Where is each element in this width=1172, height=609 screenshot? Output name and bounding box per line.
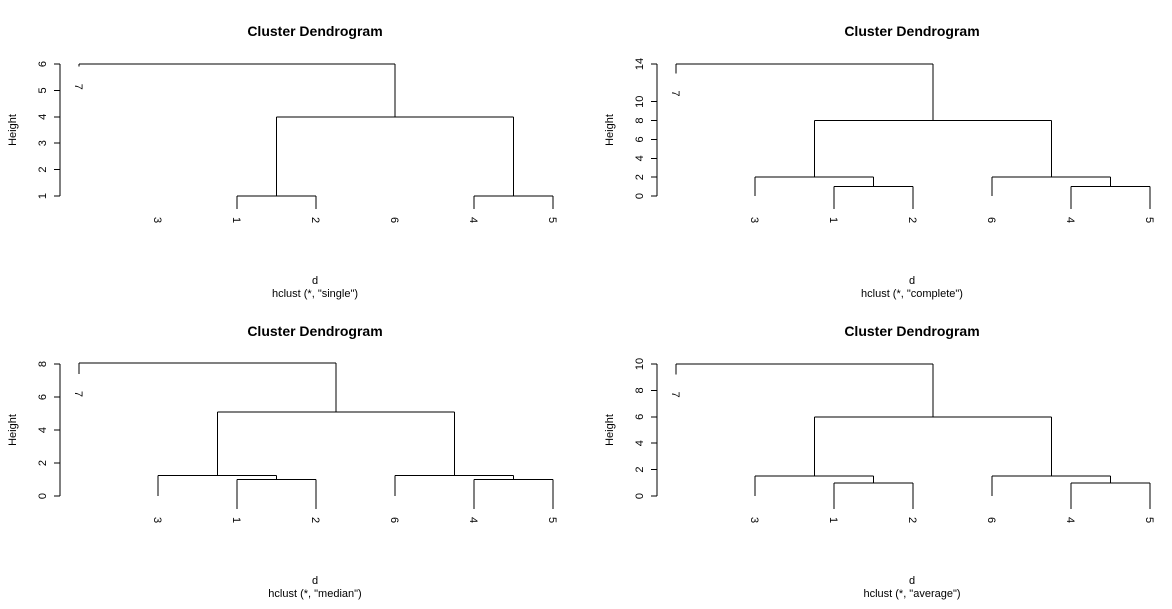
y-tick-label: 6 [634,136,646,142]
leaf-label: 2 [309,517,321,523]
y-tick-label: 10 [634,96,646,108]
leaf-label: 1 [827,517,839,523]
leaf-label: 4 [1064,217,1076,223]
y-axis-label: Height [7,414,19,446]
leaf-label: 6 [985,217,997,223]
y-tick-label: 6 [37,61,49,67]
chart-title: Cluster Dendrogram [844,323,979,339]
dendrogram-panel-median: Cluster Dendrogram 0 2 4 6 8 Height 7 3 1 2 6 4 5 d hcl… [0,300,586,604]
leaf-label: 6 [388,517,400,523]
leaf-label: 6 [388,217,400,223]
y-tick-label: 2 [634,467,646,473]
leaf-label: 7 [669,391,681,397]
y-axis-label: Height [7,114,19,146]
leaf-label: 2 [906,517,918,523]
dendrogram-panel-average: Cluster Dendrogram 0 2 4 6 8 10 Height 7 3 1 2 6 4 5 d h… [597,300,1172,604]
y-tick-label: 2 [634,174,646,180]
leaf-label: 3 [748,517,760,523]
leaf-label: 4 [467,517,479,523]
leaf-label: 2 [906,217,918,223]
method-subtitle: hclust (*, "average") [863,588,960,600]
leaf-label: 1 [230,517,242,523]
y-tick-label: 4 [37,427,49,433]
leaf-label: 4 [467,217,479,223]
leaf-label: 3 [151,517,163,523]
y-axis-label: Height [604,114,616,146]
y-tick-label: 8 [634,387,646,393]
y-tick-label: 6 [634,414,646,420]
y-axis-label: Height [604,414,616,446]
y-tick-label: 1 [37,193,49,199]
y-tick-label: 0 [634,493,646,499]
method-subtitle: hclust (*, "median") [268,588,361,600]
leaf-label: 6 [985,517,997,523]
chart-title: Cluster Dendrogram [247,323,382,339]
leaf-label: 3 [151,217,163,223]
dendrogram-single-svg: Cluster Dendrogram 1 2 3 4 5 6 Height 7 3 1 2 6 4 5 dhc… [7,23,558,300]
y-tick-label: 4 [634,155,646,161]
leaf-label: 1 [230,217,242,223]
y-tick-label: 4 [634,440,646,446]
y-tick-label: 0 [634,193,646,199]
dendrogram-panel-single: Cluster Dendrogram 1 2 3 4 5 6 Height 7 3 1 2 6 4 5 d hc… [0,0,586,304]
y-tick-label: 8 [634,118,646,124]
y-tick-label: 8 [37,361,49,367]
leaf-label: 5 [1143,217,1155,223]
leaf-label: 5 [1143,517,1155,523]
method-subtitle: hclust (*, "single") [272,288,358,300]
leaf-label: 5 [546,517,558,523]
chart-title: Cluster Dendrogram [844,23,979,39]
y-tick-label: 4 [37,114,49,120]
leaf-label: 1 [827,217,839,223]
y-tick-label: 14 [634,58,646,70]
y-tick-label: 2 [37,460,49,466]
dendrogram-median-svg: Cluster Dendrogram 0 2 4 6 8 Height 7 3 1 2 6 4 5 dhcl… [7,323,558,600]
leaf-label: 7 [669,90,681,96]
y-tick-label: 5 [37,87,49,93]
leaf-label: 7 [72,84,84,90]
x-axis-label: d [312,575,318,587]
leaf-label: 4 [1064,517,1076,523]
dendrogram-average-svg: Cluster Dendrogram 0 2 4 6 8 10 Height 7 3 1 2 6 4 5 dh… [604,323,1155,600]
y-tick-label: 10 [634,358,646,370]
x-axis-label: d [909,275,915,287]
dendrogram-complete-svg: Cluster Dendrogram 0 2 4 6 8 10 14 Height 7 3 1 2 6 4 5… [604,23,1155,300]
leaf-label: 3 [748,217,760,223]
y-tick-label: 6 [37,394,49,400]
dendrogram-panel-complete: Cluster Dendrogram 0 2 4 6 8 10 14 Height 7 3 1 2 6 4 5… [597,0,1172,304]
chart-title: Cluster Dendrogram [247,23,382,39]
leaf-label: 7 [72,391,84,397]
method-subtitle: hclust (*, "complete") [861,288,963,300]
y-tick-label: 0 [37,493,49,499]
y-tick-label: 2 [37,167,49,173]
x-axis-label: d [909,575,915,587]
x-axis-label: d [312,275,318,287]
y-tick-label: 3 [37,140,49,146]
leaf-label: 2 [309,217,321,223]
leaf-label: 5 [546,217,558,223]
